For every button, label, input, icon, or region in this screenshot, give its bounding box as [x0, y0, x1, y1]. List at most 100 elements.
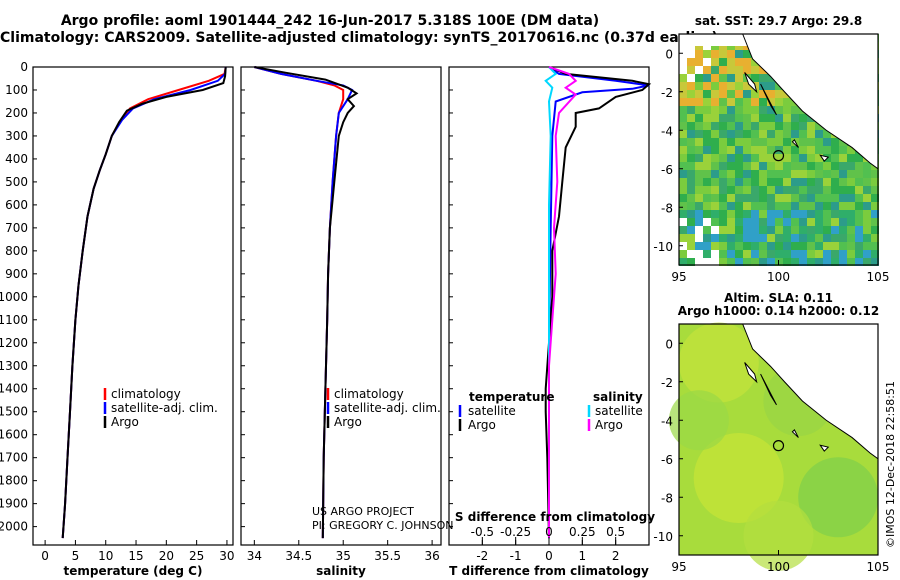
sst-cell [695, 234, 703, 242]
sla-blob [693, 433, 784, 523]
legend-label-difference: satellite [595, 404, 643, 418]
sst-cell [695, 186, 703, 194]
series-line-temperature [61, 66, 227, 539]
sst-cell [831, 226, 839, 234]
sst-cell [751, 138, 759, 146]
sst-cell [719, 74, 727, 82]
sst-cell [759, 258, 767, 266]
sst-cell [799, 242, 807, 250]
sst-cell [759, 66, 767, 74]
sst-cell [839, 194, 847, 202]
sst-cell [799, 154, 807, 162]
sst-cell [775, 226, 783, 234]
sst-cell [751, 194, 759, 202]
sst-cell [807, 242, 815, 250]
sst-cell [711, 146, 719, 154]
sst-cell [759, 162, 767, 170]
sst-cell [783, 226, 791, 234]
sst-cell [711, 90, 719, 98]
sst-cell [695, 258, 703, 266]
coastline-sst-map-island [791, 139, 799, 148]
sst-cell [703, 170, 711, 178]
xtick-label-temperature: 10 [98, 549, 113, 563]
sst-cell [799, 122, 807, 130]
sst-cell [735, 82, 743, 90]
sst-cell [767, 186, 775, 194]
sst-cell [871, 170, 879, 178]
sst-cell [855, 170, 863, 178]
sst-cell [735, 162, 743, 170]
sst-cell [871, 202, 879, 210]
sst-cell [751, 114, 759, 122]
sst-cell [695, 202, 703, 210]
sst-cell [687, 66, 695, 74]
sst-cell [839, 170, 847, 178]
sst-cell [695, 58, 703, 66]
sst-cell [807, 154, 815, 162]
xaxis-label-salinity: salinity [316, 564, 366, 578]
sst-cell [695, 130, 703, 138]
sst-cell [735, 74, 743, 82]
sst-cell [743, 250, 751, 258]
sst-cell [831, 170, 839, 178]
sst-cell [871, 218, 879, 226]
sst-cell [767, 162, 775, 170]
sst-cell [791, 202, 799, 210]
sst-cell [727, 58, 735, 66]
sst-cell [679, 74, 687, 82]
sst-cell [711, 50, 719, 58]
sst-cell [679, 114, 687, 122]
map-ytick-label-sst-map: -8 [661, 201, 673, 215]
xtick-top-label-difference: 0.25 [569, 525, 596, 539]
sst-cell [847, 146, 855, 154]
sst-cell [711, 122, 719, 130]
sst-cell [839, 178, 847, 186]
sst-cell [863, 234, 871, 242]
sst-cell [679, 82, 687, 90]
sst-cell [807, 186, 815, 194]
sst-cell [855, 194, 863, 202]
sla-blob [798, 457, 879, 538]
sst-cell [815, 210, 823, 218]
sst-cell [831, 186, 839, 194]
sst-cell [719, 66, 727, 74]
sst-cell [743, 178, 751, 186]
sst-cell [807, 194, 815, 202]
coastline-sst-map-island [760, 83, 777, 116]
ytick-label-depth: 700 [5, 221, 28, 235]
map-ytick-label-sla-map: 0 [665, 337, 673, 351]
sst-cell [839, 234, 847, 242]
sst-cell [767, 138, 775, 146]
sst-cell [679, 258, 687, 266]
ytick-label-depth: 1800 [0, 474, 28, 488]
xtick-label-temperature: 5 [72, 549, 80, 563]
sst-cell [695, 114, 703, 122]
sst-cell [695, 50, 703, 58]
sst-cell [855, 234, 863, 242]
sst-cell [743, 82, 751, 90]
sst-cell [855, 218, 863, 226]
sst-cell [799, 170, 807, 178]
sst-cell [783, 114, 791, 122]
sla-blob [668, 390, 729, 451]
sst-cell [799, 178, 807, 186]
sst-cell [831, 218, 839, 226]
sst-cell [767, 146, 775, 154]
map-xtick-label-sst-map: 95 [671, 270, 686, 284]
sst-cell [759, 138, 767, 146]
sst-cell [839, 186, 847, 194]
sst-cell [831, 154, 839, 162]
sst-cell [727, 146, 735, 154]
sst-cell [743, 258, 751, 266]
sst-cell [871, 242, 879, 250]
sst-cell [759, 186, 767, 194]
sst-cell [751, 210, 759, 218]
sst-cell [775, 122, 783, 130]
sst-cell [855, 162, 863, 170]
sst-cell [695, 218, 703, 226]
sst-cell [711, 202, 719, 210]
sst-cell [759, 106, 767, 114]
sst-cell [783, 234, 791, 242]
sst-cell [807, 210, 815, 218]
legend-label-temperature: satellite-adj. clim. [111, 401, 218, 415]
